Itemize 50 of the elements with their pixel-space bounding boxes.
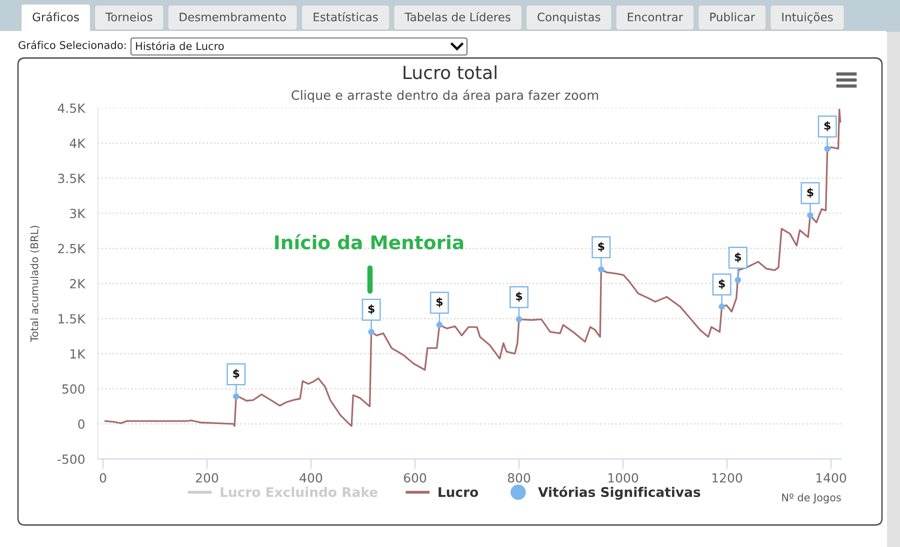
x-tick-label: 800 (508, 473, 530, 483)
y-tick-label: 4.5K (58, 104, 86, 113)
data-label: $ (368, 304, 374, 314)
y-tick-label: 2K (70, 278, 86, 288)
text: Gráfico Selecionado: (18, 40, 126, 50)
text: Estatísticas (314, 12, 378, 22)
point (436, 322, 443, 328)
x-tick-label: 1200 (712, 473, 742, 483)
legend-label: Lucro (438, 487, 478, 498)
annotation: Início da Mentoria (275, 234, 464, 250)
text: Publicar (710, 12, 756, 22)
x-tick-label: 200 (196, 473, 218, 483)
y-axis-title: Total acumulado (BRL) (30, 226, 40, 342)
y-tick-label: -500 (58, 454, 84, 464)
text: Intuições (782, 12, 833, 24)
x-tick-label: 1000 (608, 473, 638, 483)
text: Gráficos (32, 12, 79, 22)
x-axis-title: Nº de Jogos (782, 493, 841, 504)
data-label: $ (436, 297, 443, 308)
data-label: $ (824, 121, 830, 132)
text: História de Lucro (136, 41, 224, 50)
text: Encontrar (628, 12, 684, 22)
text: Torneios (105, 12, 152, 22)
y-tick-label: 4K (70, 138, 86, 148)
point (232, 393, 240, 400)
data-label: $ (516, 292, 522, 302)
x-tick-label: 1400 (816, 473, 846, 483)
y-tick-label: 0 (78, 419, 84, 429)
x-tick-label: 600 (404, 473, 426, 483)
data-label: $ (734, 252, 742, 262)
y-tick-label: 1K (70, 349, 86, 358)
y-tick-label: 3K (70, 208, 86, 218)
x-tick-label: 400 (300, 473, 322, 483)
data-label: $ (807, 188, 814, 198)
data-label: $ (598, 242, 604, 252)
y-tick-label: 500 (62, 384, 84, 394)
line-series (104, 108, 842, 427)
y-tick-label: 2.5K (58, 244, 86, 254)
data-label: $ (718, 279, 725, 290)
data-label: $ (233, 368, 240, 379)
y-tick-label: 1.5K (58, 314, 86, 324)
point (734, 276, 742, 284)
text: Tabelas de Líderes (404, 12, 510, 22)
text: Desmembramento (180, 12, 286, 22)
chart-subtitle: Clique e arraste dentro da área para fazer zoom (292, 90, 598, 102)
text: Conquistas (538, 12, 600, 24)
x-tick-label: 0 (100, 473, 106, 483)
legend-label: Vitórias Significativas (538, 486, 700, 500)
chart-title: Lucro total (404, 65, 496, 80)
y-tick-label: 3.5K (58, 174, 86, 184)
